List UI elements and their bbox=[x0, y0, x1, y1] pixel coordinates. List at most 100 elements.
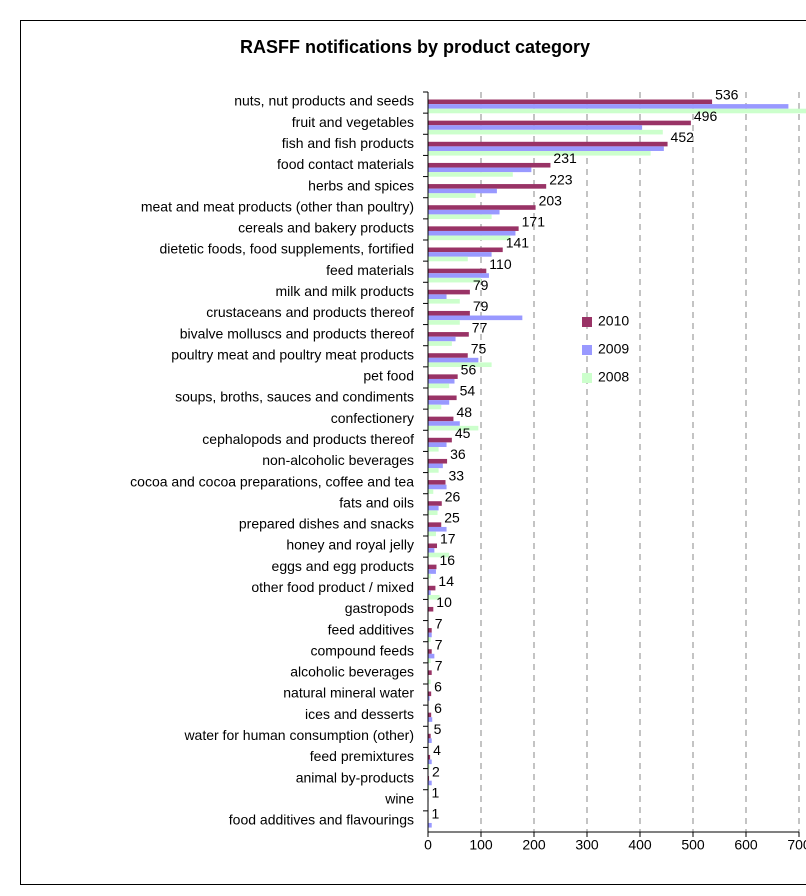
bar bbox=[428, 188, 497, 194]
value-label: 6 bbox=[434, 679, 442, 695]
y-tick-label: nuts, nut products and seeds bbox=[234, 93, 414, 109]
value-label: 79 bbox=[473, 277, 489, 293]
y-tick-label: natural mineral water bbox=[283, 685, 414, 701]
bar bbox=[428, 357, 479, 363]
bar bbox=[428, 531, 436, 537]
value-label: 496 bbox=[694, 108, 718, 124]
bar bbox=[428, 569, 436, 574]
bar bbox=[428, 780, 432, 786]
bar bbox=[428, 235, 511, 241]
bar bbox=[428, 400, 450, 405]
bar bbox=[428, 442, 447, 447]
x-tick-label: 300 bbox=[575, 837, 599, 853]
bar bbox=[428, 108, 806, 114]
bar bbox=[428, 522, 442, 527]
value-label: 45 bbox=[455, 425, 471, 441]
bar bbox=[428, 484, 447, 490]
value-label: 141 bbox=[506, 235, 530, 251]
bar bbox=[428, 205, 536, 210]
bar bbox=[428, 463, 443, 469]
y-tick-label: food additives and flavourings bbox=[229, 812, 414, 828]
bar bbox=[428, 594, 440, 600]
value-label: 77 bbox=[472, 319, 488, 335]
bar bbox=[428, 362, 492, 368]
bar bbox=[428, 738, 432, 743]
bar bbox=[428, 526, 447, 532]
y-tick-label: food contact materials bbox=[277, 156, 414, 172]
y-tick-label: herbs and spices bbox=[308, 177, 414, 193]
y-tick-label: other food product / mixed bbox=[251, 579, 414, 595]
bar bbox=[428, 628, 432, 633]
value-label: 203 bbox=[539, 192, 563, 208]
bar bbox=[428, 421, 460, 426]
value-label: 16 bbox=[439, 552, 455, 568]
y-tick-label: gastropods bbox=[345, 600, 414, 616]
y-tick-label: crustaceans and products thereof bbox=[206, 304, 414, 320]
y-tick-label: water for human consumption (other) bbox=[183, 727, 414, 743]
bar bbox=[428, 468, 439, 473]
bar bbox=[428, 691, 432, 697]
bar bbox=[428, 320, 460, 325]
bar bbox=[428, 590, 431, 595]
y-tick-label: non-alcoholic beverages bbox=[262, 452, 414, 468]
bar bbox=[428, 294, 447, 299]
x-tick-label: 200 bbox=[522, 837, 546, 853]
legend-label: 2009 bbox=[598, 341, 629, 357]
value-label: 7 bbox=[435, 636, 443, 652]
bar bbox=[428, 564, 437, 570]
value-label: 33 bbox=[448, 467, 464, 483]
bar bbox=[428, 437, 452, 443]
bar bbox=[428, 162, 551, 168]
bar bbox=[428, 226, 519, 231]
y-tick-label: cereals and bakery products bbox=[238, 220, 414, 236]
x-tick-label: 600 bbox=[734, 837, 758, 853]
bar bbox=[428, 209, 500, 215]
bar bbox=[428, 822, 432, 828]
value-label: 171 bbox=[522, 214, 546, 230]
bar bbox=[428, 298, 460, 304]
bar bbox=[428, 395, 457, 401]
bar bbox=[428, 378, 455, 384]
bar bbox=[428, 658, 431, 664]
bar bbox=[428, 193, 476, 198]
y-tick-label: eggs and egg products bbox=[272, 558, 414, 574]
bar bbox=[428, 653, 435, 659]
value-label: 75 bbox=[471, 340, 487, 356]
chart-title: RASFF notifications by product category bbox=[240, 37, 590, 57]
value-label: 536 bbox=[715, 87, 739, 103]
bar bbox=[428, 332, 469, 337]
y-tick-label: honey and royal jelly bbox=[286, 537, 414, 553]
bar bbox=[428, 141, 668, 147]
value-label: 36 bbox=[450, 446, 466, 462]
bar bbox=[428, 696, 430, 701]
bar bbox=[428, 480, 446, 485]
value-label: 14 bbox=[438, 573, 454, 589]
bar bbox=[428, 310, 470, 316]
bar bbox=[428, 277, 481, 283]
bar bbox=[428, 606, 434, 612]
bar bbox=[428, 649, 432, 654]
x-tick-label: 0 bbox=[424, 837, 432, 853]
y-tick-label: cocoa and cocoa preparations, coffee and… bbox=[130, 473, 414, 489]
y-tick-label: pet food bbox=[363, 368, 414, 384]
bar bbox=[428, 214, 492, 220]
bar bbox=[428, 510, 438, 516]
bar bbox=[428, 548, 435, 553]
y-tick-label: milk and milk products bbox=[276, 283, 415, 299]
bar bbox=[428, 125, 643, 130]
value-label: 25 bbox=[444, 510, 460, 526]
value-label: 1 bbox=[432, 806, 440, 822]
legend-label: 2010 bbox=[598, 313, 629, 329]
value-label: 6 bbox=[434, 700, 442, 716]
y-tick-label: cephalopods and products thereof bbox=[202, 431, 414, 447]
y-tick-label: feed additives bbox=[328, 621, 414, 637]
bar bbox=[428, 785, 430, 790]
y-tick-label: alcoholic beverages bbox=[290, 664, 414, 680]
bar bbox=[428, 99, 713, 105]
value-label: 79 bbox=[473, 298, 489, 314]
bar bbox=[428, 120, 691, 126]
value-label: 17 bbox=[440, 531, 456, 547]
bar bbox=[428, 247, 503, 253]
y-tick-label: confectionery bbox=[331, 410, 414, 426]
value-label: 2 bbox=[432, 763, 440, 779]
